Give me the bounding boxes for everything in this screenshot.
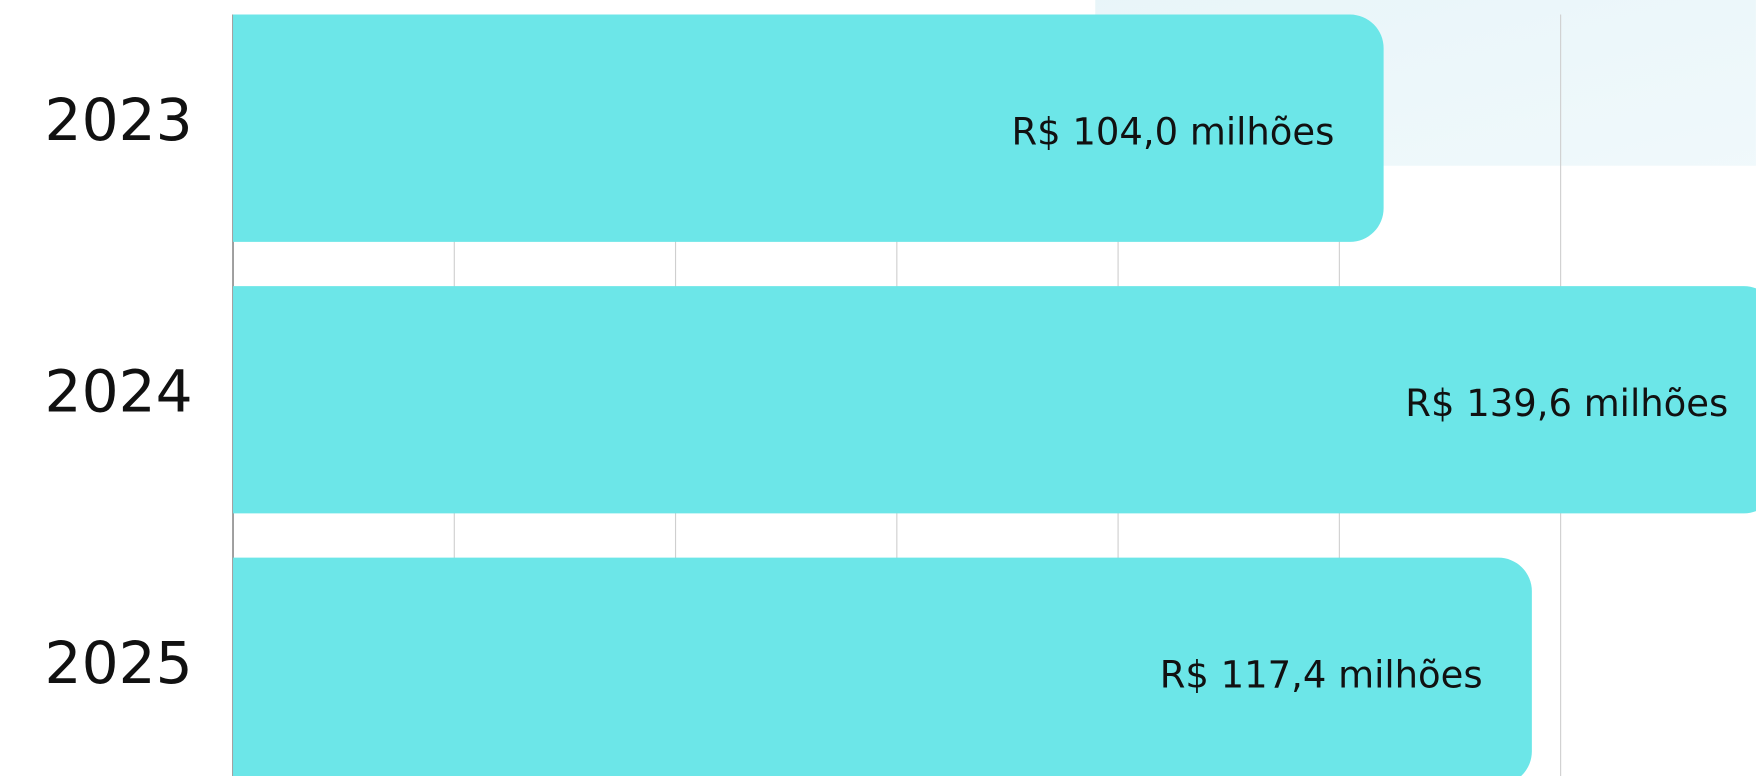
- bar: [233, 14, 1384, 242]
- category-label: 2024: [45, 357, 193, 425]
- bar: [233, 286, 1756, 514]
- value-label: R$ 117,4 milhões: [1160, 653, 1483, 696]
- value-label: R$ 139,6 milhões: [1405, 382, 1728, 425]
- category-label: 2025: [45, 629, 193, 697]
- value-label: R$ 104,0 milhões: [1011, 110, 1334, 153]
- category-label: 2023: [45, 86, 193, 154]
- bar: [233, 557, 1532, 776]
